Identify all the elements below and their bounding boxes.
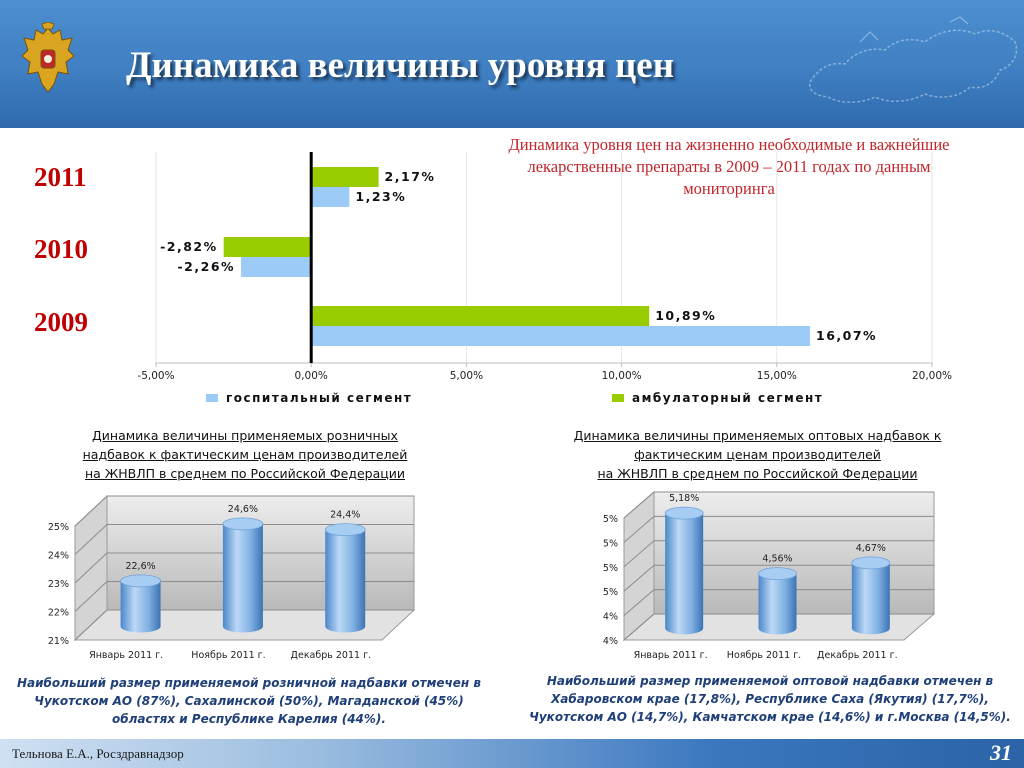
page-number: 31 — [990, 740, 1012, 765]
x-category-label: Январь 2011 г. — [634, 650, 708, 661]
wholesale-markup-chart: 4% 4% 5% 5% 5% 5% 5,18% Январь 2011 г. 4,56% Нояб… — [603, 490, 936, 661]
x-tick-label: 10,00% — [602, 370, 642, 382]
cylinder-top — [851, 556, 891, 570]
y-gridline — [74, 609, 414, 641]
bar-value-label: -2,26% — [177, 259, 235, 274]
price-dynamics-chart: -5,00% 0,00% 5,00% 10,00% 15,00% 20,00% 2,17% 1… — [137, 152, 952, 405]
y-gridline — [74, 495, 414, 527]
retail-markup-chart: 21% 22% 23% 24% 25% 22,6% Январь 2011 г. 24,6% Н… — [48, 494, 416, 661]
y-tick-label: 5% — [603, 538, 618, 549]
bar-value-label: 4,56% — [762, 554, 792, 565]
year-label-2010: 2010 — [34, 234, 88, 264]
bar-value-label: 2,17% — [385, 169, 436, 184]
y-tick-label: 23% — [48, 579, 69, 590]
bar-value-label: 10,89% — [655, 308, 716, 323]
y-tick-label: 5% — [603, 587, 618, 598]
bar-value-label: -2,82% — [160, 239, 218, 254]
y-gridline — [74, 581, 414, 612]
cylinder-top — [222, 517, 264, 531]
x-category-label: Январь 2011 г. — [89, 650, 163, 661]
russia-map-icon — [809, 16, 1018, 103]
year-label-2009: 2009 — [34, 307, 88, 337]
x-category-label: Декабрь 2011 г. — [817, 650, 898, 661]
bar-2011-hospital — [311, 187, 350, 207]
bar-2010-ambulatory — [223, 237, 312, 257]
x-tick-label: -5,00% — [137, 370, 174, 382]
legend-swatch-hospital — [206, 394, 218, 402]
bar-value-label: 4,67% — [856, 543, 886, 554]
y-tick-label: 22% — [48, 608, 69, 619]
cylinder-top — [758, 567, 797, 581]
footer-bar — [0, 739, 1024, 768]
bar-value-label: 24,6% — [228, 504, 258, 515]
author-label: Тельнова Е.А., Росздравнадзор — [12, 746, 184, 761]
bar-value-label: 1,23% — [355, 189, 406, 204]
y-tick-label: 4% — [603, 636, 618, 647]
bar-value-label: 5,18% — [669, 493, 699, 504]
retail-note: Наибольший размер применяемой розничной … — [16, 676, 481, 726]
cylinder-top — [120, 574, 161, 588]
y-tick-label: 5% — [603, 563, 618, 574]
wholesale-chart-title: Динамика величины применяемых оптовых на… — [573, 428, 942, 481]
y-gridline — [74, 552, 414, 584]
year-label-2011: 2011 — [34, 162, 87, 192]
y-gridline — [623, 589, 934, 616]
cylinder-top — [324, 523, 366, 536]
y-gridline — [74, 524, 414, 555]
wholesale-note: Наибольший размер применяемой оптовой на… — [529, 674, 1011, 724]
x-tick-label: 5,00% — [450, 370, 483, 382]
bar-2010-hospital — [241, 257, 312, 277]
legend-label-hospital: госпитальный сегмент — [226, 391, 412, 405]
x-tick-label: 20,00% — [912, 370, 952, 382]
bar-value-label: 24,4% — [330, 510, 360, 521]
retail-chart-title: Динамика величины применяемых розничных … — [82, 428, 408, 481]
x-category-label: Декабрь 2011 г. — [291, 650, 372, 661]
cylinder-bar — [851, 562, 890, 635]
coat-of-arms-icon — [21, 22, 75, 93]
y-tick-label: 21% — [48, 636, 69, 647]
bar-2009-ambulatory — [311, 306, 650, 326]
x-tick-label: 0,00% — [295, 370, 328, 382]
x-category-label: Ноябрь 2011 г. — [727, 650, 801, 661]
cylinder-top — [664, 506, 704, 520]
x-tick-label: 15,00% — [757, 370, 797, 382]
legend-label-ambulatory: амбулаторный сегмент — [632, 391, 823, 405]
bar-2009-hospital — [311, 326, 811, 346]
y-tick-label: 4% — [603, 612, 618, 623]
top-chart-caption: Динамика уровня цен на жизненно необходи… — [508, 135, 950, 198]
cylinder-bar — [222, 523, 263, 633]
bar-value-label: 16,07% — [816, 328, 877, 343]
cylinder-bar — [325, 529, 366, 633]
cylinder-bar — [665, 513, 704, 635]
y-gridline — [623, 564, 934, 592]
header-banner — [0, 0, 1024, 128]
bar-value-label: 22,6% — [125, 561, 155, 572]
y-gridline — [623, 515, 934, 543]
y-tick-label: 25% — [48, 522, 69, 533]
y-gridline — [623, 540, 934, 568]
x-category-label: Ноябрь 2011 г. — [191, 650, 265, 661]
page-title: Динамика величины уровня цен — [126, 45, 675, 86]
y-gridline — [623, 491, 934, 519]
legend-swatch-ambulatory — [612, 394, 624, 402]
y-tick-label: 24% — [48, 551, 69, 562]
y-tick-label: 5% — [603, 514, 618, 525]
cylinder-bar — [120, 580, 161, 633]
bar-2011-ambulatory — [311, 167, 379, 187]
y-gridline — [623, 613, 934, 641]
cylinder-bar — [758, 573, 797, 635]
